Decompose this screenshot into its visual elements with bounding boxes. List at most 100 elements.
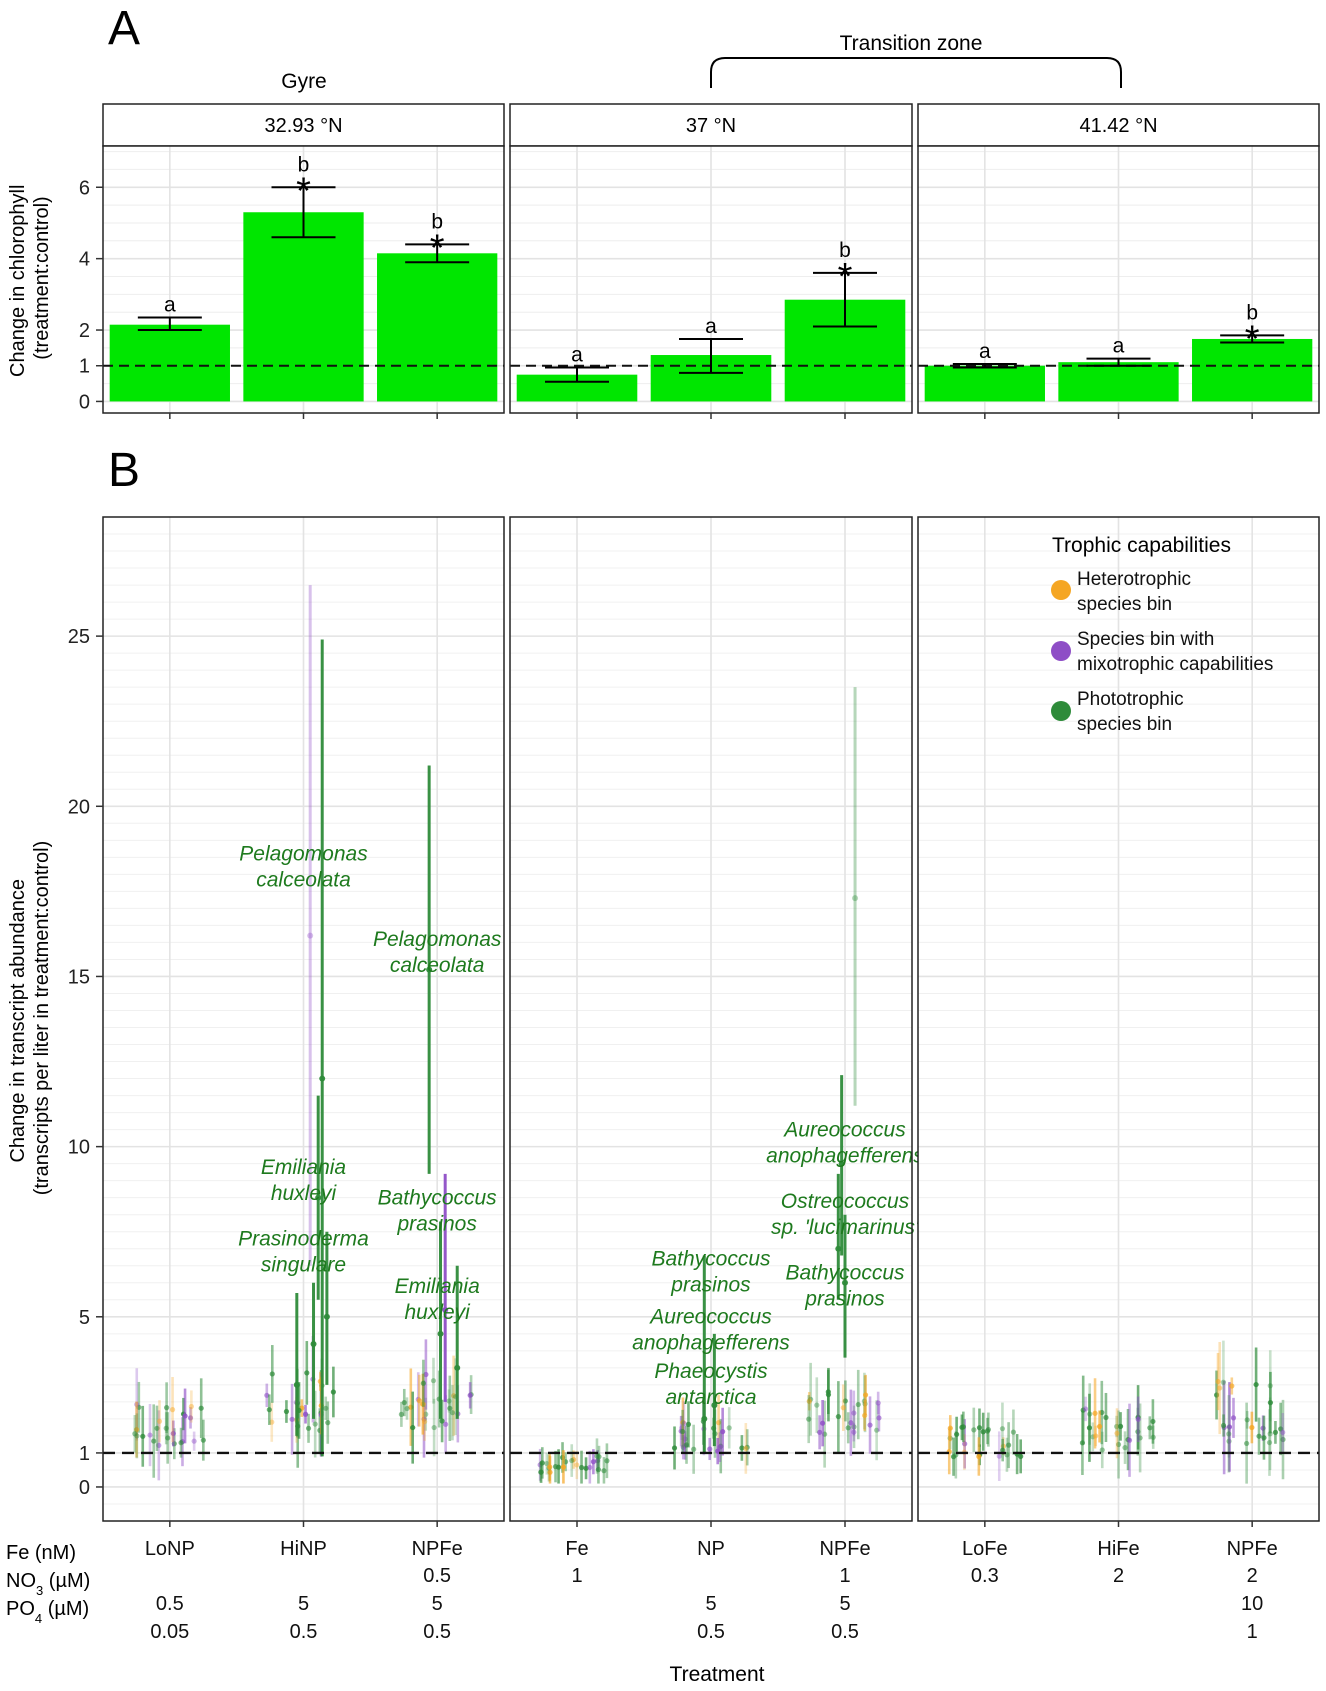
highlight-point-hinp xyxy=(319,1075,326,1082)
species-label-line2: prasinos xyxy=(396,1212,477,1235)
scatter-point xyxy=(680,1419,686,1426)
scatter-point xyxy=(842,1398,848,1404)
significance-letter: a xyxy=(571,344,583,367)
highlight-point-hinp xyxy=(307,932,314,939)
transcript-ylabel-line2: (transcripts per liter in treatment:cont… xyxy=(31,841,53,1196)
scatter-point xyxy=(685,1421,692,1427)
species-label-line1: Prasinoderma xyxy=(238,1227,369,1250)
scatter-point xyxy=(422,1419,428,1425)
scatter-point xyxy=(289,1416,295,1422)
highlight-point-hinp xyxy=(310,1341,317,1348)
scatter-point xyxy=(401,1399,407,1406)
chlorophyll-ylabel-line1: Change in chlorophyll xyxy=(7,185,29,377)
scatter-point xyxy=(680,1428,686,1435)
scatter-point xyxy=(726,1425,732,1431)
scatter-point xyxy=(595,1467,602,1473)
species-label-line2: prasinos xyxy=(804,1287,885,1310)
scatter-point xyxy=(443,1421,449,1427)
legend-label-phototrophic-1: Phototrophic xyxy=(1077,689,1184,710)
highlight-point-npfe xyxy=(838,1160,845,1167)
scatter-point xyxy=(1272,1429,1279,1435)
species-label-line2: calceolata xyxy=(390,954,485,977)
scatter-point xyxy=(683,1442,690,1448)
species-label: Pelagomonas calceolata xyxy=(373,928,502,977)
fe-value: 0.5 xyxy=(423,1565,451,1587)
scatter-point xyxy=(156,1442,162,1448)
scatter-point xyxy=(404,1405,410,1412)
panel-a-letter: A xyxy=(108,2,140,55)
legend-title: Trophic capabilities xyxy=(1052,534,1231,557)
scatter-point xyxy=(1266,1439,1273,1446)
scatter-point xyxy=(330,1389,336,1395)
scatter-point xyxy=(1230,1415,1237,1421)
scatter-point xyxy=(1114,1430,1120,1436)
chlorophyll-ylabel: Change in chlorophyll (treatment:control… xyxy=(7,179,53,377)
scatter-point xyxy=(398,1411,404,1417)
scatter-point xyxy=(1115,1441,1122,1448)
scatter-point xyxy=(1147,1425,1153,1431)
scatter-point xyxy=(954,1431,960,1437)
significance-star: * xyxy=(296,170,311,212)
scatter-point xyxy=(1256,1433,1262,1439)
chlorophyll-ylabel-line2: (treatment:control) xyxy=(31,196,53,359)
scatter-point xyxy=(1278,1426,1284,1432)
scatter-point xyxy=(178,1440,184,1446)
scatter-point xyxy=(819,1420,826,1426)
bar-lonp-0 xyxy=(109,324,230,402)
scatter-point xyxy=(671,1445,678,1451)
po4-value: 0.05 xyxy=(150,1621,189,1643)
no3-value: 5 xyxy=(298,1593,309,1615)
species-label-line1: Phaeocystis xyxy=(654,1360,768,1383)
scatter-point xyxy=(851,1424,857,1430)
scatter-point xyxy=(1220,1379,1226,1385)
scatter-point xyxy=(191,1438,197,1444)
scatter-point xyxy=(578,1464,585,1471)
strip-a-1 xyxy=(509,103,913,147)
legend-label-mixotrophic-1: Species bin with xyxy=(1077,629,1214,650)
species-label: Ostreococcus sp. 'lucimarinus' xyxy=(771,1190,920,1239)
scatter-point xyxy=(720,1429,726,1435)
species-label: Pelagomonas calceolata xyxy=(239,843,368,892)
species-label-line2: calceolata xyxy=(256,869,351,892)
species-label: Phaeocystis antarctica xyxy=(654,1360,768,1409)
scatter-point xyxy=(134,1433,140,1439)
scatter-point xyxy=(187,1415,194,1421)
po4-value: 0.5 xyxy=(831,1621,859,1643)
species-label: Aureococcus anophagefferens xyxy=(632,1306,790,1355)
scatter-point xyxy=(169,1407,176,1413)
scatter-point xyxy=(848,1420,854,1426)
scatter-point xyxy=(960,1424,966,1430)
x-axis-title: Treatment xyxy=(670,1663,765,1686)
scatter-point xyxy=(604,1458,610,1464)
fe-value: 1 xyxy=(571,1565,582,1587)
scatter-point xyxy=(1086,1425,1093,1431)
scatter-point xyxy=(200,1437,206,1443)
no3-value: 5 xyxy=(432,1593,443,1615)
highlight-point-np xyxy=(711,1402,718,1409)
species-label-line2: anophagefferens xyxy=(632,1332,790,1355)
scatter-point xyxy=(1114,1423,1120,1430)
scatter-point xyxy=(154,1425,160,1431)
strip-label-a-1: 37 °N xyxy=(686,115,736,137)
scatter-point xyxy=(1249,1424,1255,1431)
scatter-point xyxy=(423,1371,429,1378)
bar-npfe-0 xyxy=(377,253,498,402)
species-label-line1: Pelagomonas xyxy=(239,843,368,866)
scatter-point xyxy=(325,1420,331,1426)
scatter-point xyxy=(1126,1437,1133,1443)
scatter-point xyxy=(715,1420,722,1426)
category-label-npfe: NPFe xyxy=(412,1538,463,1560)
scatter-point xyxy=(1280,1436,1286,1443)
significance-letter: a xyxy=(1113,335,1125,358)
scatter-point xyxy=(416,1398,422,1404)
strip-label-a-0: 32.93 °N xyxy=(264,115,342,137)
scatter-point xyxy=(156,1418,163,1424)
scatter-point xyxy=(266,1407,272,1413)
species-label: Aureococcus anophagefferens xyxy=(766,1118,924,1167)
scatter-point xyxy=(814,1402,820,1408)
y-tick-label-a: 2 xyxy=(79,320,90,342)
y-tick-label-b: 15 xyxy=(68,966,90,988)
species-label-line2: sp. 'lucimarinus' xyxy=(771,1216,920,1239)
